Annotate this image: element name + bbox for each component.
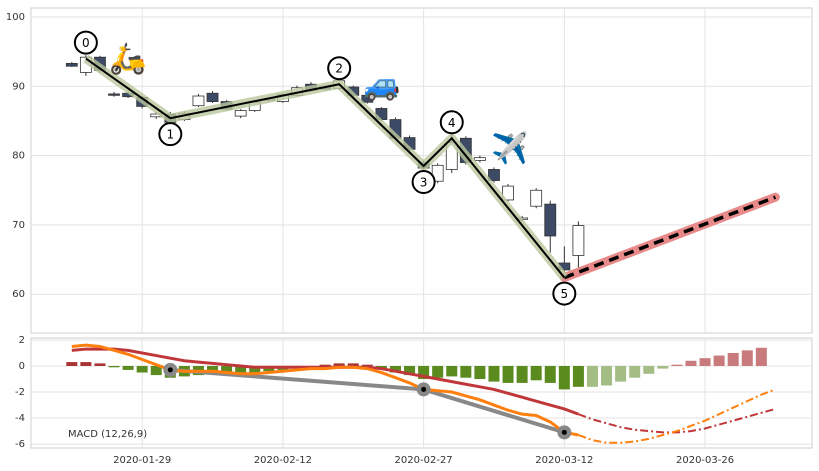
histogram-bar: [741, 350, 753, 366]
histogram-bar: [319, 364, 331, 366]
macd-wave-dot: [167, 367, 173, 373]
wave-label: 0: [82, 36, 90, 50]
y-tick-label: 60: [12, 289, 25, 300]
signal-forecast-line: [578, 407, 776, 434]
y-tick-label: 0: [19, 361, 25, 372]
candle-body: [431, 164, 444, 182]
wave-label: 5: [561, 287, 569, 301]
histogram-bar: [713, 355, 725, 366]
histogram-bar: [66, 362, 78, 366]
candle-body: [65, 63, 78, 67]
wave-label: 1: [166, 128, 174, 142]
candle-body: [108, 93, 120, 96]
histogram-bar: [460, 365, 472, 378]
histogram-bar: [150, 365, 162, 376]
y-tick-label: -4: [15, 413, 25, 424]
candle-body: [234, 110, 247, 117]
candle-body: [206, 92, 219, 102]
histogram-bar: [530, 365, 542, 381]
histogram-bar: [502, 365, 514, 383]
macd-forecast-line: [578, 388, 776, 444]
car-icon: 🚙: [363, 68, 400, 103]
histogram-bar: [474, 365, 486, 380]
y-tick-label: -2: [15, 387, 25, 398]
histogram-bar: [572, 365, 584, 387]
wave-label-circle: [73, 30, 98, 55]
wave-label-circle: [552, 281, 577, 306]
macd-wave-dot: [561, 429, 567, 435]
candle-body: [473, 157, 486, 161]
plot-layer: 60 70 80 90 100 -6 -4 -2 0 2 2020-01-29 2020-02-12 2…: [6, 8, 812, 466]
histogram-bar: [361, 364, 373, 366]
histogram-bar: [108, 365, 120, 368]
y-tick-label: 2: [19, 335, 25, 346]
macd-label: MACD (12,26,9): [68, 429, 147, 440]
y-tick-label: 70: [12, 220, 25, 231]
x-tick-label: 2020-03-26: [676, 455, 734, 466]
candle-body: [361, 94, 374, 103]
histogram-bar: [446, 365, 458, 377]
histogram-bar: [544, 365, 556, 383]
y-tick-label: 100: [6, 12, 25, 23]
y-tick-label: 90: [12, 81, 25, 92]
candle-body: [192, 95, 205, 107]
histogram-bar: [629, 365, 641, 378]
histogram-bar: [235, 365, 247, 374]
wave-label: 4: [448, 116, 456, 130]
histogram-bar: [136, 365, 148, 373]
candle-body: [502, 185, 514, 201]
histogram-bar: [249, 365, 261, 373]
wave-label: 3: [420, 175, 428, 189]
histogram-bar: [347, 363, 359, 366]
wave-line: [85, 57, 566, 279]
y-tick-label: 80: [12, 151, 25, 162]
histogram-bar: [615, 365, 627, 382]
candle-body: [572, 225, 585, 256]
projection-line: [563, 195, 777, 280]
histogram-bar: [643, 365, 655, 374]
histogram-bar: [418, 365, 430, 380]
macd-line: [71, 343, 579, 437]
histogram-bar: [94, 363, 106, 366]
histogram-bar: [488, 365, 500, 382]
candle-body: [544, 203, 557, 237]
x-tick-label: 2020-03-12: [535, 455, 593, 466]
histogram-bar: [80, 362, 92, 366]
histogram-bar: [221, 365, 233, 374]
wave-label: 2: [335, 62, 343, 76]
wave-label-circle: [327, 56, 352, 81]
scooter-icon: 🛵: [109, 42, 146, 77]
histogram-bar: [404, 365, 416, 376]
histogram-bar: [727, 352, 739, 366]
histogram-bar: [558, 365, 570, 390]
wave-label-circle: [158, 122, 183, 147]
candle-body: [488, 169, 500, 181]
histogram-bar: [516, 365, 528, 383]
histogram-bar: [122, 365, 134, 370]
histogram-bar: [389, 365, 401, 373]
histogram-bar: [685, 360, 697, 366]
x-tick-label: 2020-02-27: [395, 455, 453, 466]
x-tick-label: 2020-01-29: [113, 455, 171, 466]
histogram-bar: [333, 363, 345, 366]
candle-body: [530, 189, 543, 207]
histogram-bar: [755, 347, 767, 366]
histogram-bar: [601, 365, 613, 386]
x-tick-label: 2020-02-12: [254, 455, 312, 466]
plane-icon: ✈️: [491, 130, 528, 167]
macd-wave-dot: [421, 386, 427, 392]
histogram-bar: [699, 358, 711, 366]
histogram-bar: [432, 365, 444, 378]
wave-label-circle: [439, 110, 464, 135]
histogram-bar: [657, 365, 669, 369]
wave-label-circle: [411, 169, 436, 194]
histogram-bar: [671, 364, 683, 366]
y-tick-label: -6: [15, 439, 25, 450]
histogram-bar: [586, 365, 598, 387]
